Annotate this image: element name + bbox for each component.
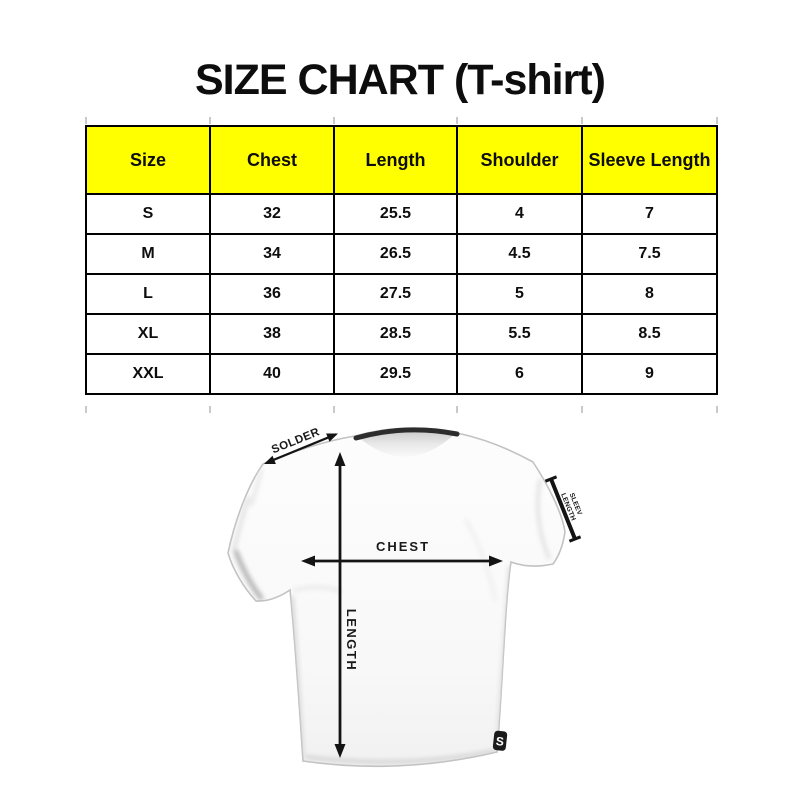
gridline-tick (333, 117, 335, 124)
gridline-tick (333, 406, 335, 413)
size-table-header-cell: Size (85, 125, 211, 195)
neck-opening (357, 428, 456, 457)
size-table-cell: 8.5 (581, 313, 718, 355)
size-table-cell: 36 (209, 273, 335, 315)
gridline-tick (209, 406, 211, 413)
size-table-cell: XL (85, 313, 211, 355)
size-table-cell: 26.5 (333, 233, 458, 275)
gridline-tick (716, 117, 718, 124)
gridline-tick (209, 117, 211, 124)
gridline-tick (85, 406, 87, 413)
size-table-cell: 34 (209, 233, 335, 275)
length-arrow (334, 452, 346, 758)
size-table-cell: 9 (581, 353, 718, 395)
size-table-cell: 8 (581, 273, 718, 315)
gridline-tick (581, 406, 583, 413)
shoulder-arrow (264, 433, 338, 465)
size-table-body: S 32 25.5 4 7 M 34 26.5 4.5 7.5 L 36 27.5 5 8 XL 38 28.5 5… (85, 193, 718, 395)
gridline-tick (85, 117, 87, 124)
brand-tag: S (492, 730, 508, 751)
gridline-tick (581, 117, 583, 124)
size-table-row: XL 38 28.5 5.5 8.5 (85, 313, 718, 355)
size-table-cell: 7 (581, 193, 718, 235)
size-table-cell: 25.5 (333, 193, 458, 235)
size-table-cell: 7.5 (581, 233, 718, 275)
length-label: LENGTH (344, 609, 359, 671)
size-table-cell: 4 (456, 193, 583, 235)
gridline-tick (456, 406, 458, 413)
size-table-cell: 27.5 (333, 273, 458, 315)
size-table-row: M 34 26.5 4.5 7.5 (85, 233, 718, 275)
size-table-cell: 6 (456, 353, 583, 395)
size-table-cell: 38 (209, 313, 335, 355)
size-table-header-cell: Shoulder (456, 125, 583, 195)
size-table-row: S 32 25.5 4 7 (85, 193, 718, 235)
size-table-header-cell: Length (333, 125, 458, 195)
sleeve-length-line (544, 475, 582, 543)
size-chart-table: Size Chest Length Shoulder Sleeve Length S 32… (85, 125, 718, 395)
tshirt-measurement-diagram: S LENGTH CHEST SOLDER SL (227, 426, 583, 768)
tshirt-body (227, 427, 566, 768)
size-table-cell: 5 (456, 273, 583, 315)
chest-arrow (301, 555, 503, 567)
size-table-cell: S (85, 193, 211, 235)
size-table-row: XXL 40 29.5 6 9 (85, 353, 718, 395)
collar-band (353, 427, 460, 441)
size-table-cell: 29.5 (333, 353, 458, 395)
size-table-cell: 28.5 (333, 313, 458, 355)
size-table-cell: XXL (85, 353, 211, 395)
size-table-row: L 36 27.5 5 8 (85, 273, 718, 315)
size-table-cell: M (85, 233, 211, 275)
page-title: SIZE CHART (T-shirt) (195, 56, 606, 104)
size-table-cell: 32 (209, 193, 335, 235)
size-table-header-cell: Chest (209, 125, 335, 195)
brand-tag-glyph: S (495, 734, 504, 749)
size-table-cell: 40 (209, 353, 335, 395)
size-table-header-cell: Sleeve Length (581, 125, 718, 195)
chest-label: CHEST (376, 539, 430, 554)
size-table-head: Size Chest Length Shoulder Sleeve Length (85, 125, 718, 195)
gridline-tick (716, 406, 718, 413)
size-table-cell: 5.5 (456, 313, 583, 355)
gridline-tick (456, 117, 458, 124)
size-table-cell: 4.5 (456, 233, 583, 275)
size-table-cell: L (85, 273, 211, 315)
